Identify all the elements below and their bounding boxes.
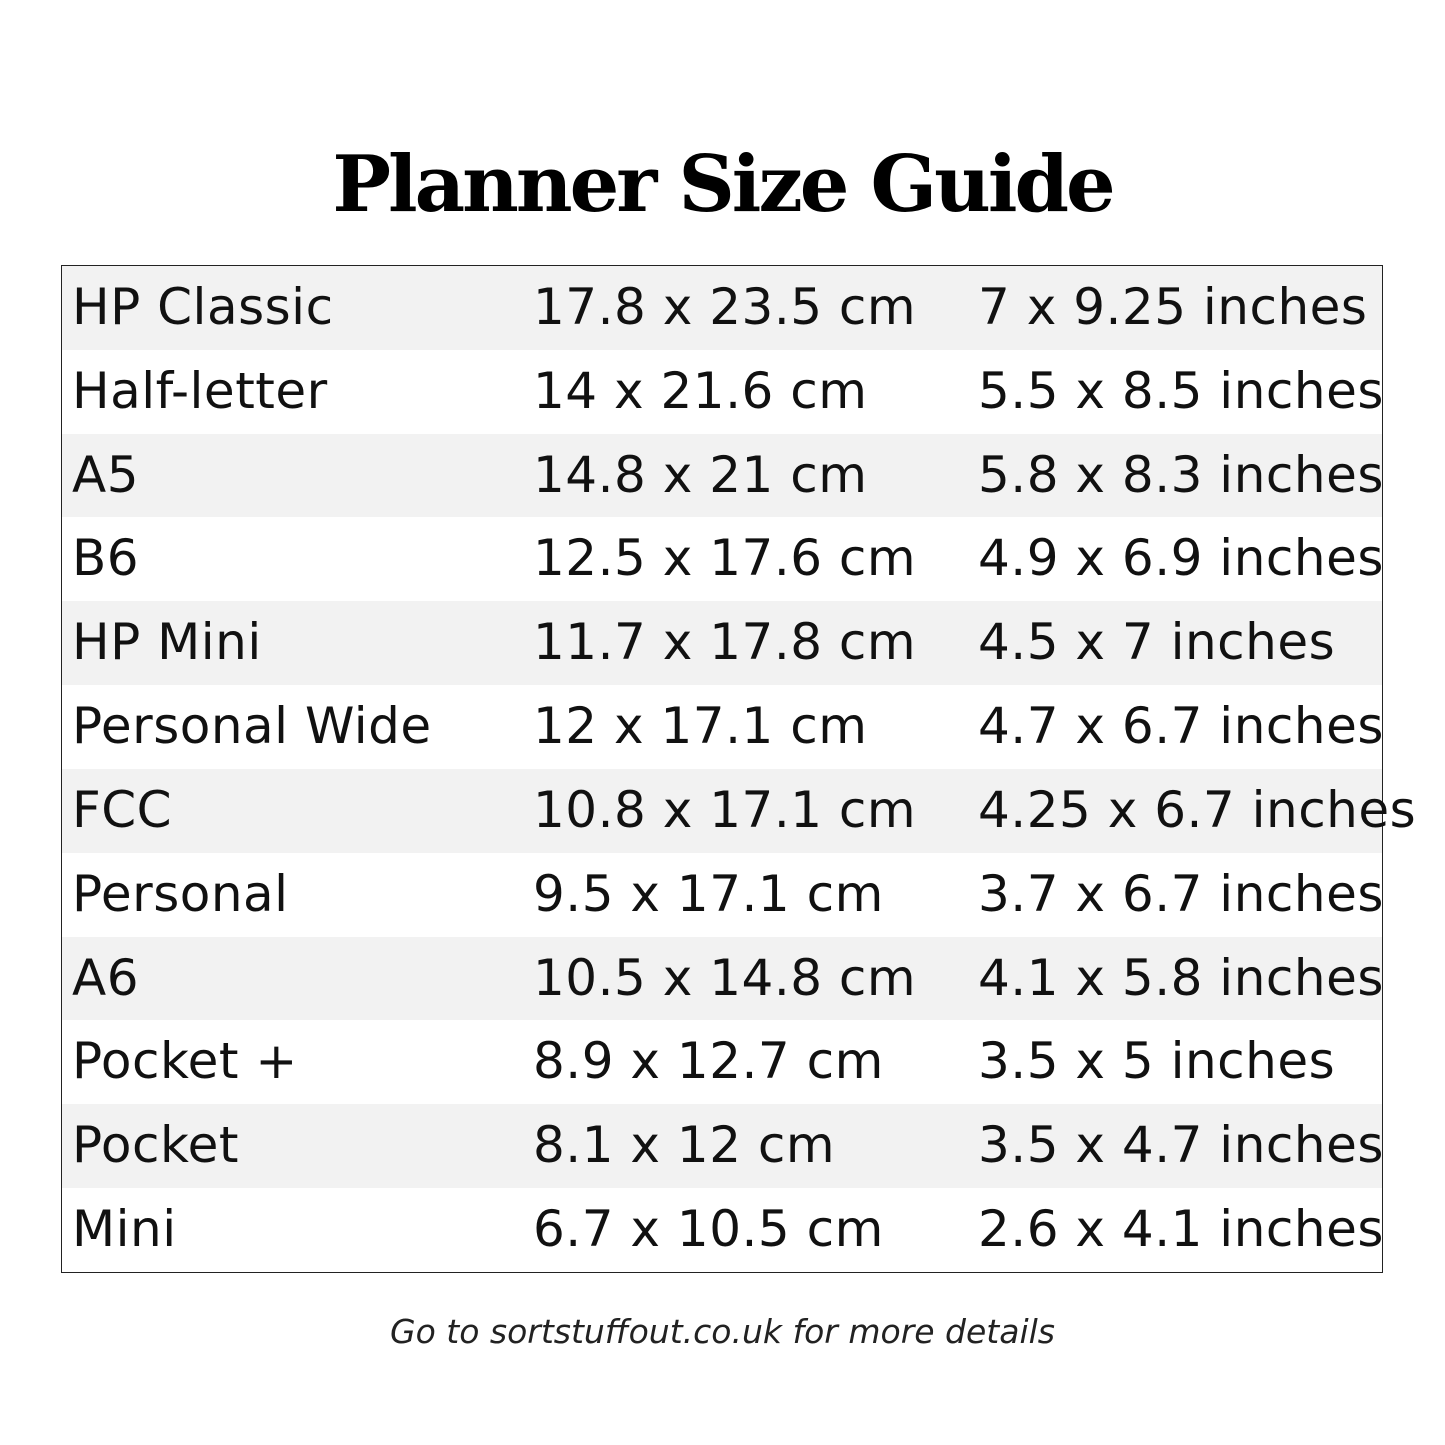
size-name: Half-letter <box>72 361 328 420</box>
size-name: HP Classic <box>72 278 334 336</box>
footer-note: Go to sortstuffout.co.uk for more detail… <box>390 1312 1055 1351</box>
size-inches: 2.6 x 4.1 inches <box>978 1200 1384 1259</box>
size-name: B6 <box>72 529 140 588</box>
size-name: Pocket <box>72 1116 239 1175</box>
table-row: Half-letter 14 x 21.6 cm 5.5 x 8.5 inches <box>62 350 1384 434</box>
table-row: A6 10.5 x 14.8 cm 4.1 x 5.8 inches <box>62 936 1384 1021</box>
size-inches: 4.25 x 6.7 inches <box>978 780 1417 839</box>
size-cm: 8.1 x 12 cm <box>533 1116 836 1175</box>
table-row: FCC 10.8 x 17.1 cm 4.25 x 6.7 inches <box>62 768 1416 853</box>
size-inches: 4.5 x 7 inches <box>978 613 1336 672</box>
table-row: A5 14.8 x 21 cm 5.8 x 8.3 inches <box>62 433 1384 518</box>
table-row: HP Mini 11.7 x 17.8 cm 4.5 x 7 inches <box>62 601 1382 686</box>
size-cm: 17.8 x 23.5 cm <box>533 278 917 336</box>
size-inches: 3.5 x 5 inches <box>978 1032 1336 1091</box>
size-cm: 11.7 x 17.8 cm <box>533 613 917 672</box>
size-cm: 6.7 x 10.5 cm <box>533 1200 884 1259</box>
size-name: A5 <box>72 445 140 504</box>
page-title: Planner Size Guide <box>332 139 1115 230</box>
size-inches: 4.9 x 6.9 inches <box>978 529 1384 588</box>
size-inches: 4.1 x 5.8 inches <box>978 948 1384 1007</box>
table-row: Personal Wide 12 x 17.1 cm 4.7 x 6.7 inche… <box>62 685 1384 769</box>
size-name: Personal Wide <box>72 697 432 756</box>
table-row: Pocket 8.1 x 12 cm 3.5 x 4.7 inches <box>62 1104 1384 1189</box>
table-row: Pocket + 8.9 x 12.7 cm 3.5 x 5 inches <box>62 1020 1382 1104</box>
table-row: Personal 9.5 x 17.1 cm 3.7 x 6.7 inches <box>62 853 1384 937</box>
size-inches: 5.5 x 8.5 inches <box>978 361 1384 420</box>
size-cm: 12 x 17.1 cm <box>533 697 868 756</box>
size-cm: 9.5 x 17.1 cm <box>533 864 884 923</box>
size-name: Personal <box>72 864 289 923</box>
size-cm: 10.8 x 17.1 cm <box>533 780 917 839</box>
size-cm: 14 x 21.6 cm <box>533 361 868 420</box>
table-row: Mini 6.7 x 10.5 cm 2.6 x 4.1 inches <box>62 1188 1384 1272</box>
size-cm: 10.5 x 14.8 cm <box>533 948 917 1007</box>
size-cm: 14.8 x 21 cm <box>533 445 868 504</box>
size-table: HP Classic 17.8 x 23.5 cm 7 x 9.25 inches H… <box>61 265 1416 1273</box>
size-name: FCC <box>72 780 173 839</box>
size-inches: 4.7 x 6.7 inches <box>978 697 1384 756</box>
table-row: B6 12.5 x 17.6 cm 4.9 x 6.9 inches <box>62 517 1384 601</box>
size-cm: 8.9 x 12.7 cm <box>533 1032 884 1091</box>
size-inches: 5.8 x 8.3 inches <box>978 445 1384 504</box>
size-inches: 7 x 9.25 inches <box>978 278 1368 336</box>
size-inches: 3.5 x 4.7 inches <box>978 1116 1384 1175</box>
size-name: HP Mini <box>72 613 262 672</box>
size-name: Mini <box>72 1200 177 1259</box>
size-name: A6 <box>72 948 140 1007</box>
size-name: Pocket + <box>72 1032 298 1091</box>
size-inches: 3.7 x 6.7 inches <box>978 864 1384 923</box>
size-cm: 12.5 x 17.6 cm <box>533 529 917 588</box>
table-row: HP Classic 17.8 x 23.5 cm 7 x 9.25 inches <box>62 266 1382 350</box>
